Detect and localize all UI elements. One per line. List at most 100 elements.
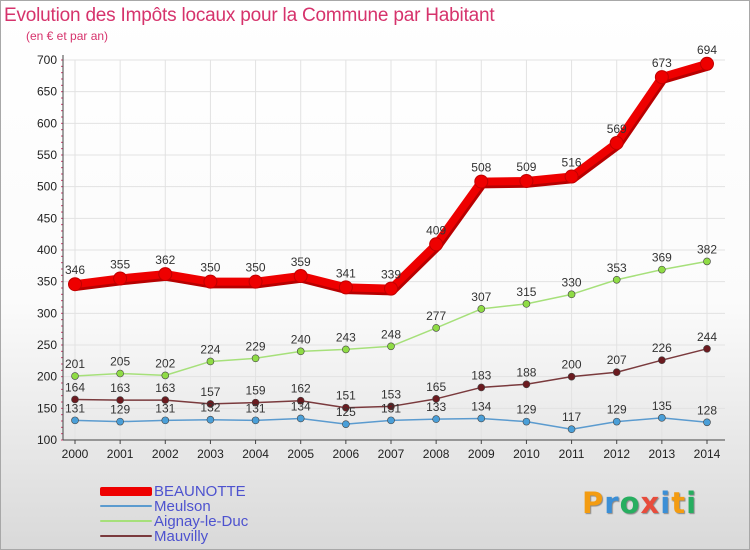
data-point-aignay-le-duc-2008 [432, 324, 440, 332]
data-point-beaunotte-2012 [609, 135, 624, 150]
data-label-beaunotte-2003: 350 [200, 261, 220, 275]
data-point-meulson-2001 [116, 417, 124, 426]
y-tick-label-3: 250 [37, 338, 57, 352]
data-point-meulson-2014 [703, 418, 711, 427]
data-point-aignay-le-duc-2011 [567, 290, 576, 299]
x-tick-label-1: 2001 [107, 447, 134, 461]
legend-swatch-mauvilly [100, 535, 152, 537]
data-point-beaunotte-2008 [429, 237, 444, 252]
data-label-beaunotte-2009: 508 [471, 161, 491, 175]
data-label-meulson-2001: 129 [110, 403, 130, 417]
data-point-aignay-le-duc-2007 [387, 342, 395, 351]
data-point-beaunotte-2010 [519, 173, 534, 188]
legend-label-mauvilly: Mauvilly [154, 528, 209, 545]
y-tick-label-5: 350 [37, 275, 57, 289]
series-beaunotte [68, 56, 714, 296]
data-label-aignay-le-duc-2009: 307 [471, 290, 491, 304]
data-point-meulson-2003 [206, 415, 215, 424]
data-label-aignay-le-duc-2011: 330 [562, 275, 582, 289]
series-meulson [71, 414, 711, 434]
logo-letter-2: o [619, 486, 641, 520]
legend-label-aignay: Aignay-le-Duc [154, 513, 249, 530]
data-label-meulson-2013: 135 [652, 399, 672, 413]
data-label-meulson-2006: 125 [336, 405, 356, 419]
data-point-mauvilly-2012 [612, 368, 621, 377]
series-mauvilly [71, 344, 711, 412]
data-label-aignay-le-duc-2003: 224 [200, 342, 220, 356]
data-point-beaunotte-2004 [248, 274, 263, 289]
data-point-mauvilly-2004 [251, 398, 260, 407]
data-label-aignay-le-duc-2006: 243 [336, 330, 356, 344]
data-label-mauvilly-2006: 151 [336, 389, 356, 403]
data-point-mauvilly-2013 [658, 356, 666, 365]
data-point-mauvilly-2007 [387, 402, 395, 411]
data-label-aignay-le-duc-2004: 229 [246, 339, 266, 353]
data-point-aignay-le-duc-2002 [161, 371, 170, 380]
data-label-aignay-le-duc-2002: 202 [155, 356, 175, 370]
x-tick-label-9: 2009 [468, 447, 495, 461]
data-label-mauvilly-2013: 226 [652, 341, 672, 355]
data-point-meulson-2005 [296, 414, 305, 423]
legend-swatch-beaunotte [100, 487, 152, 496]
data-label-mauvilly-2002: 163 [155, 381, 175, 395]
data-label-aignay-le-duc-2014: 382 [697, 242, 717, 256]
data-point-mauvilly-2014 [703, 344, 711, 353]
y-tick-label-4: 300 [37, 306, 57, 320]
data-point-mauvilly-2008 [432, 395, 440, 403]
data-label-meulson-2002: 131 [155, 401, 175, 415]
data-point-aignay-le-duc-2005 [296, 347, 305, 356]
data-label-mauvilly-2001: 163 [110, 381, 130, 395]
data-point-beaunotte-2000 [68, 277, 82, 292]
data-label-mauvilly-2007: 153 [381, 387, 401, 401]
data-label-meulson-2004: 131 [246, 401, 266, 415]
logo-letter-1: r [604, 486, 620, 520]
x-tick-label-4: 2004 [242, 447, 269, 461]
y-tick-label-0: 100 [37, 433, 57, 447]
data-label-meulson-2007: 131 [381, 401, 401, 415]
y-tick-label-10: 600 [37, 116, 57, 130]
data-label-meulson-2005: 134 [291, 399, 311, 413]
data-point-meulson-2010 [522, 417, 531, 426]
y-tick-label-8: 500 [37, 180, 57, 194]
data-label-meulson-2014: 128 [697, 403, 717, 417]
logo-letter-3: x [640, 486, 661, 520]
data-point-beaunotte-2003 [203, 274, 218, 289]
logo-letter-5: t [671, 486, 687, 520]
data-label-aignay-le-duc-2008: 277 [426, 309, 446, 323]
data-label-meulson-2012: 129 [607, 403, 627, 417]
logo-letter-4: i [660, 486, 672, 520]
data-point-mauvilly-2011 [567, 372, 576, 381]
data-point-mauvilly-2010 [522, 380, 531, 389]
data-label-beaunotte-2008: 409 [426, 223, 446, 237]
series-layer [68, 56, 714, 434]
data-point-meulson-2008 [432, 415, 440, 423]
data-labels: 164 163 163 157 159 162 151 153 165 183 188 200 207 2… [65, 43, 717, 424]
data-point-meulson-2009 [477, 414, 486, 423]
data-label-mauvilly-2005: 162 [291, 382, 311, 396]
data-label-mauvilly-2004: 159 [246, 384, 266, 398]
data-point-meulson-2013 [658, 414, 666, 422]
y-tick-label-11: 650 [37, 85, 57, 99]
data-label-meulson-2008: 133 [426, 400, 446, 414]
data-label-mauvilly-2011: 200 [562, 358, 582, 372]
data-point-meulson-2011 [567, 425, 576, 434]
data-label-beaunotte-2000: 346 [65, 263, 85, 277]
data-label-mauvilly-2014: 244 [697, 330, 717, 344]
data-label-meulson-2009: 134 [471, 399, 491, 413]
data-label-beaunotte-2013: 673 [652, 56, 672, 70]
x-tick-label-12: 2012 [603, 447, 630, 461]
data-label-beaunotte-2010: 509 [516, 160, 536, 174]
data-label-beaunotte-2001: 355 [110, 258, 130, 272]
data-point-beaunotte-2007 [384, 281, 398, 296]
x-tick-label-5: 2005 [287, 447, 314, 461]
data-point-beaunotte-2011 [564, 169, 579, 184]
x-tick-label-11: 2011 [559, 447, 585, 461]
x-tick-label-13: 2013 [649, 447, 676, 461]
data-point-aignay-le-duc-2004 [251, 354, 260, 363]
data-point-beaunotte-2009 [474, 174, 489, 189]
y-tick-label-2: 200 [37, 370, 57, 384]
proxiti-logo: Proxiti [582, 486, 697, 520]
y-tick-label-9: 550 [37, 148, 57, 162]
logo-letter-6: i [686, 486, 698, 520]
